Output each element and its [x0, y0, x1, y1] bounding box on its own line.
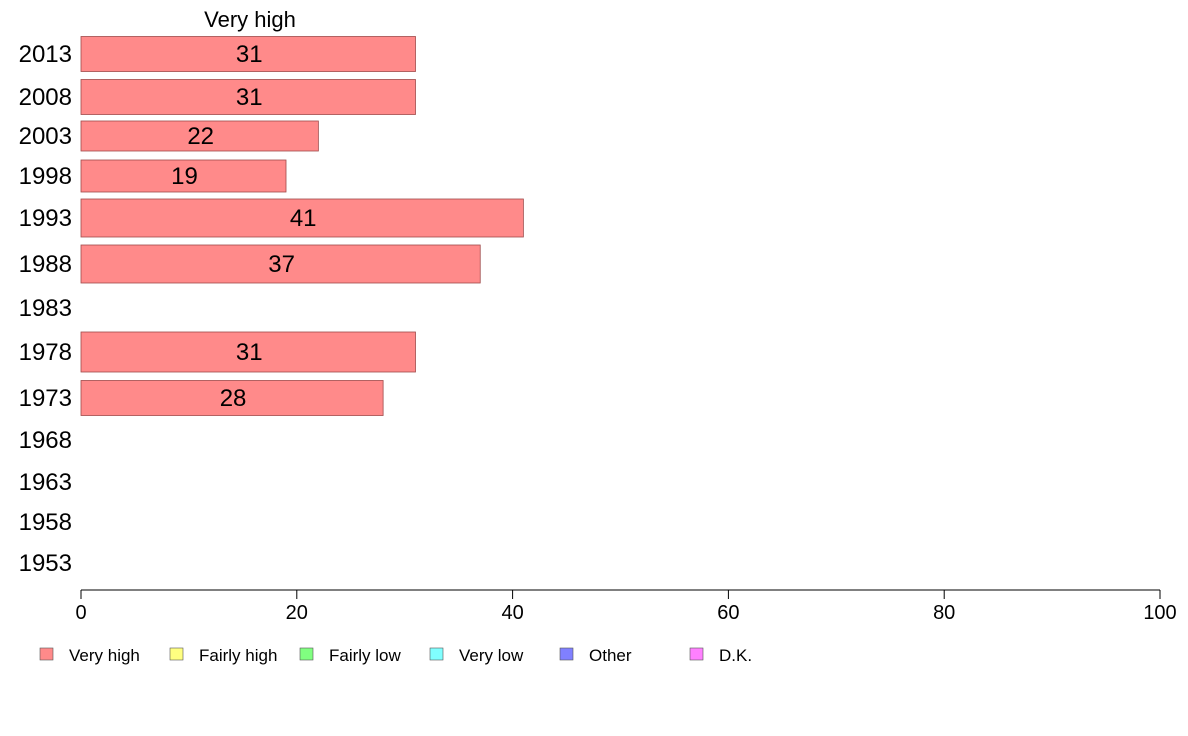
data-label-2003: 22 [187, 123, 214, 150]
legend-label-very-high: Very high [69, 646, 140, 665]
category-label-1978: 1978 [19, 339, 72, 366]
bar-2008 [80, 79, 416, 115]
legend-label-very-low: Very low [459, 646, 524, 665]
x-tick-label-100: 100 [1143, 602, 1176, 624]
x-tick-label-80: 80 [933, 602, 955, 624]
category-label-1973: 1973 [19, 385, 72, 412]
series-title: Very high [204, 7, 296, 32]
data-label-1978: 31 [236, 339, 263, 366]
category-labels: 2013 2008 2003 1998 1993 1988 1983 1978 1973 1968… [19, 41, 72, 577]
category-label-1983: 1983 [19, 295, 72, 322]
category-label-1993: 1993 [19, 205, 72, 232]
legend-swatch-other [559, 647, 574, 661]
bar-1998 [80, 159, 287, 193]
legend-label-d-k-: D.K. [719, 646, 752, 665]
bars-group: 31 31 22 19 41 37 31 28 [80, 36, 524, 416]
legend: Very high Fairly high Fairly low Very low Ot… [39, 646, 752, 665]
legend-swatch-very-low [429, 647, 444, 661]
category-label-1968: 1968 [19, 427, 72, 454]
category-label-1958: 1958 [19, 509, 72, 536]
category-label-1953: 1953 [19, 550, 72, 577]
legend-label-fairly-high: Fairly high [199, 646, 277, 665]
legend-swatch-fairly-low [299, 647, 314, 661]
category-label-1998: 1998 [19, 163, 72, 190]
bar-1973 [80, 380, 384, 416]
category-label-1988: 1988 [19, 251, 72, 278]
category-label-2008: 2008 [19, 84, 72, 111]
x-tick-label-0: 0 [75, 602, 86, 624]
data-label-1988: 37 [268, 251, 295, 278]
legend-swatch-d-k- [689, 647, 704, 661]
category-label-1963: 1963 [19, 469, 72, 496]
x-tick-label-40: 40 [501, 602, 523, 624]
data-label-1973: 28 [220, 385, 247, 412]
data-label-2008: 31 [236, 84, 263, 111]
legend-label-other: Other [589, 646, 632, 665]
data-label-2013: 31 [236, 41, 263, 68]
bar-1978 [80, 331, 416, 373]
legend-label-fairly-low: Fairly low [329, 646, 402, 665]
bar-2013 [80, 36, 416, 72]
data-label-1998: 19 [171, 163, 198, 190]
bar-2003 [80, 120, 319, 152]
bar-1993 [80, 198, 524, 238]
x-axis: 0 20 40 60 80 100 [75, 589, 1177, 624]
legend-swatch-very-high [39, 647, 54, 661]
x-tick-label-20: 20 [286, 602, 308, 624]
category-label-2003: 2003 [19, 123, 72, 150]
bar-1988 [80, 244, 481, 284]
data-label-1993: 41 [290, 205, 317, 232]
legend-swatch-fairly-high [169, 647, 184, 661]
category-label-2013: 2013 [19, 41, 72, 68]
x-tick-label-60: 60 [717, 602, 739, 624]
